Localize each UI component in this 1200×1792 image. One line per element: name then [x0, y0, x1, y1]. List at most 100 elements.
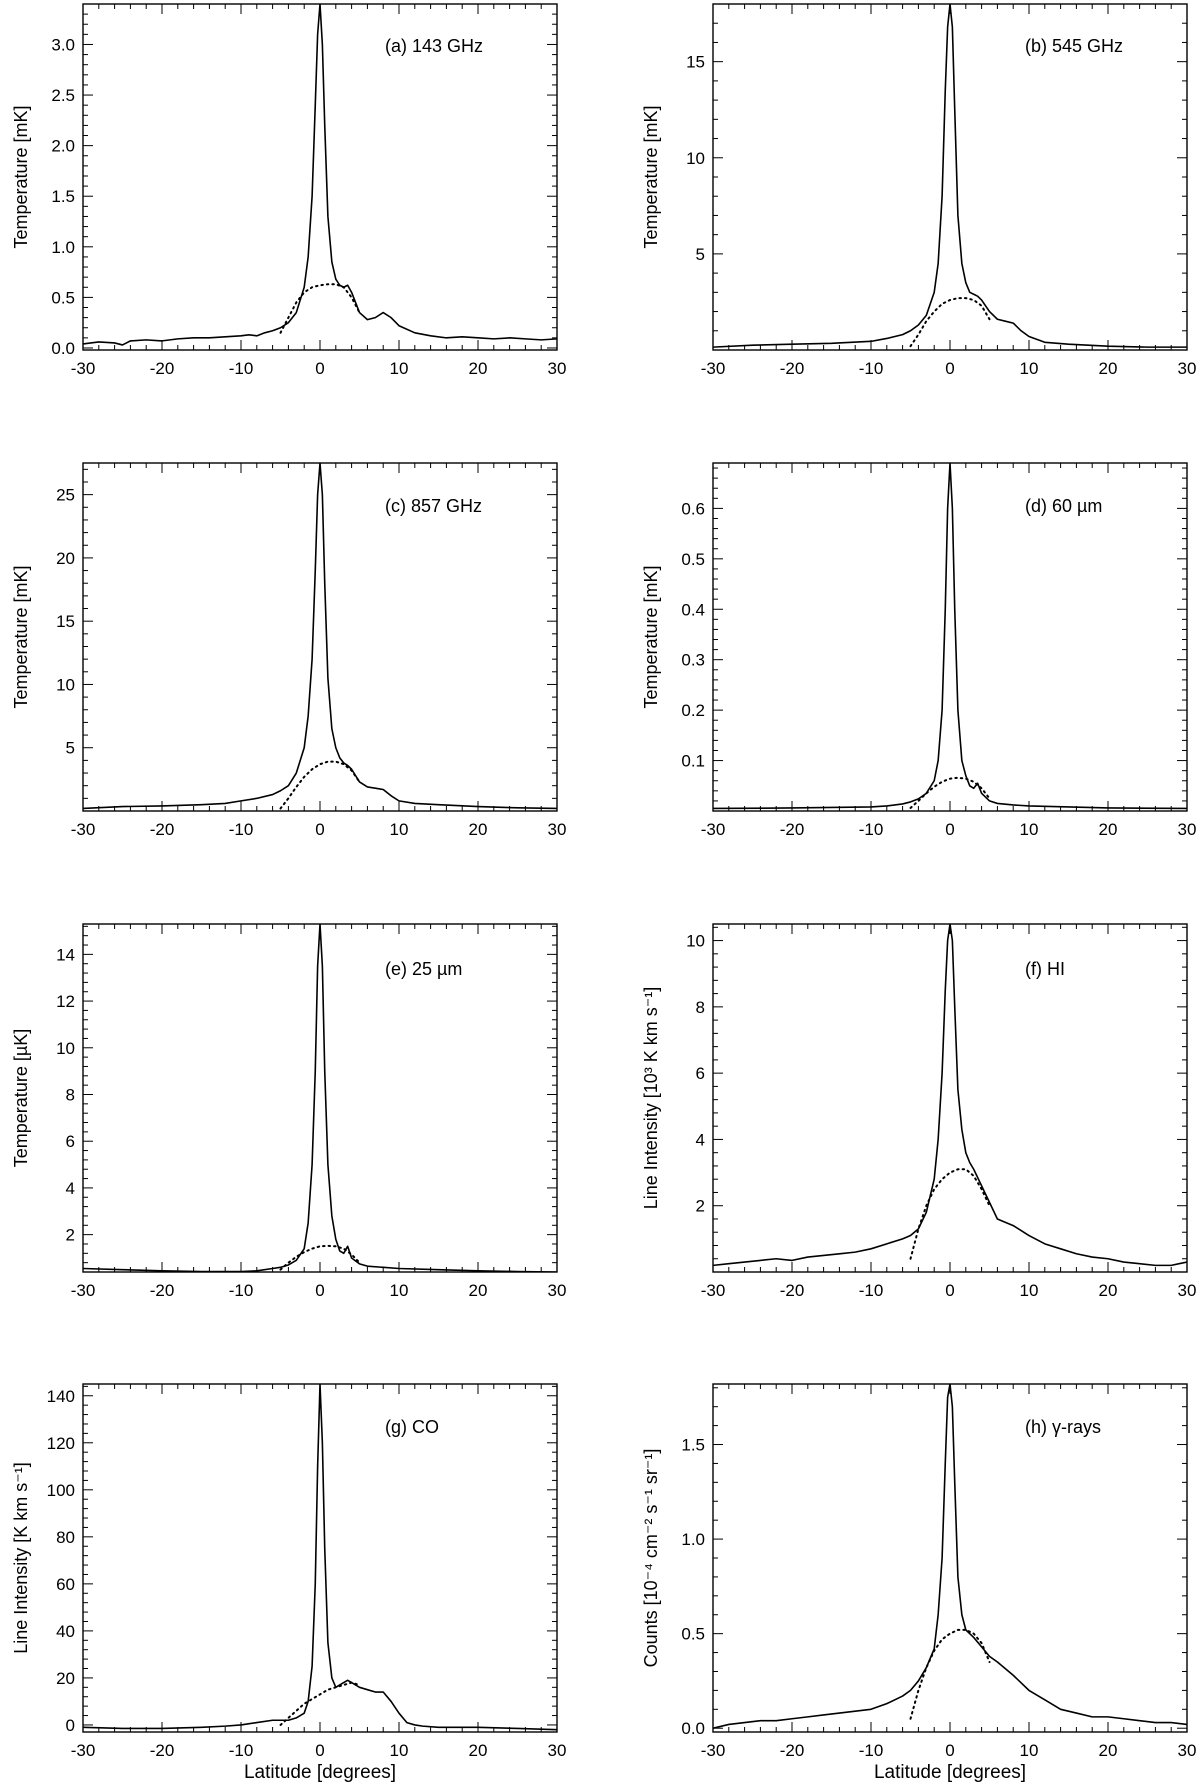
dotted-model-line	[279, 283, 361, 334]
plot-frame	[712, 462, 1188, 812]
y-tick-label: 0.0	[51, 339, 75, 358]
y-tick-label: 120	[47, 1434, 75, 1453]
y-tick-label: 0.3	[681, 651, 705, 670]
panel-annotation: (e) 25 µm	[385, 959, 462, 979]
x-tick-label: -20	[150, 1281, 175, 1300]
panel-a: -30 -20 -10 0 10 20 30 0.0 0.5 1.0 1.5 2.0 2.5 3.0 Tem…	[11, 3, 567, 378]
x-tick-label: -20	[780, 359, 805, 378]
x-tick-label: -30	[71, 359, 96, 378]
x-tick-label: 10	[1020, 820, 1039, 839]
y-tick-label: 3.0	[51, 35, 75, 54]
x-tick-label: -30	[701, 1281, 726, 1300]
x-tick-label: 0	[315, 1281, 324, 1300]
y-axis-label: Temperature [mK]	[641, 565, 661, 708]
profile-line	[83, 1384, 557, 1731]
dotted-model-line	[279, 1681, 361, 1726]
y-tick-label: 1.5	[681, 1436, 705, 1455]
panel-c: -30 -20 -10 0 10 20 30 5 10 15 20 25 Temperature [mK…	[11, 462, 566, 839]
series-group	[83, 463, 557, 810]
profile-line	[713, 1384, 1187, 1729]
x-tick-label: 0	[945, 820, 954, 839]
y-axis-label: Temperature [mK]	[641, 105, 661, 248]
x-tick-label: -30	[701, 1741, 726, 1760]
x-tick-label: -30	[701, 820, 726, 839]
x-tick-label: 10	[390, 1281, 409, 1300]
profile-line	[713, 924, 1187, 1267]
x-tick-label: -20	[780, 820, 805, 839]
x-tick-label: 30	[548, 1741, 567, 1760]
x-tick-label: -10	[859, 1281, 884, 1300]
y-axis-label: Line Intensity [10³ K km s⁻¹]	[641, 987, 661, 1210]
plot-frame	[82, 923, 558, 1273]
y-tick-label: 0	[66, 1716, 75, 1735]
x-tick-label: -20	[150, 1741, 175, 1760]
panel-annotation: (f) HI	[1025, 959, 1065, 979]
dotted-model-line	[909, 1168, 991, 1260]
x-tick-label: 10	[1020, 1281, 1039, 1300]
x-tick-label: 20	[1099, 359, 1118, 378]
y-tick-label: 0.5	[681, 550, 705, 569]
series-group	[713, 4, 1187, 348]
panel-annotation: (g) CO	[385, 1417, 439, 1437]
y-tick-label: 1.5	[51, 187, 75, 206]
x-tick-label: -10	[229, 1281, 254, 1300]
x-tick-label: 0	[315, 820, 324, 839]
x-tick-label: -20	[780, 1741, 805, 1760]
y-tick-label: 4	[696, 1130, 705, 1149]
series-group	[713, 463, 1187, 810]
x-tick-label: 10	[1020, 1741, 1039, 1760]
dotted-model-line	[909, 1628, 991, 1720]
y-axis-label: Counts [10⁻⁴ cm⁻² s⁻¹ sr⁻¹]	[641, 1449, 661, 1668]
panel-h: -30 -20 -10 0 10 20 30 0.0 0.5 1.0 1.5 Counts [10⁻⁴…	[641, 1383, 1196, 1783]
y-tick-label: 10	[56, 675, 75, 694]
y-tick-label: 25	[56, 486, 75, 505]
series-group	[83, 924, 557, 1272]
y-tick-label: 100	[47, 1481, 75, 1500]
dotted-model-line	[909, 297, 991, 348]
x-tick-label: 0	[945, 1281, 954, 1300]
y-tick-label: 15	[56, 612, 75, 631]
x-tick-label: -10	[859, 820, 884, 839]
x-tick-label: 0	[945, 1741, 954, 1760]
x-tick-label: -30	[71, 820, 96, 839]
x-tick-label: -20	[780, 1281, 805, 1300]
x-tick-label: -30	[71, 1281, 96, 1300]
y-tick-label: 15	[686, 53, 705, 72]
x-tick-label: 20	[469, 1741, 488, 1760]
x-tick-label: 20	[1099, 820, 1118, 839]
x-tick-label: 30	[548, 359, 567, 378]
series-group	[83, 4, 557, 346]
x-tick-label: 10	[390, 820, 409, 839]
x-tick-label: 10	[1020, 359, 1039, 378]
plot-frame	[82, 462, 558, 812]
y-tick-label: 2	[66, 1226, 75, 1245]
y-tick-label: 12	[56, 992, 75, 1011]
y-tick-label: 0.1	[681, 752, 705, 771]
x-axis-label: Latitude [degrees]	[874, 1762, 1026, 1783]
x-tick-label: 0	[315, 1741, 324, 1760]
y-tick-label: 8	[696, 998, 705, 1017]
y-tick-label: 2	[696, 1197, 705, 1216]
y-tick-label: 0.6	[681, 499, 705, 518]
panel-annotation: (d) 60 µm	[1025, 496, 1102, 516]
y-tick-label: 2.0	[51, 137, 75, 156]
profile-line	[713, 463, 1187, 810]
x-tick-label: 0	[945, 359, 954, 378]
y-tick-label: 8	[66, 1085, 75, 1104]
y-tick-label: 5	[696, 245, 705, 264]
plot-frame	[712, 1383, 1188, 1733]
y-tick-label: 14	[56, 945, 75, 964]
dotted-model-line	[909, 776, 991, 809]
x-tick-label: -20	[150, 820, 175, 839]
x-tick-label: 0	[315, 359, 324, 378]
y-tick-label: 20	[56, 549, 75, 568]
y-tick-label: 0.5	[681, 1625, 705, 1644]
dotted-model-line	[279, 760, 361, 810]
x-tick-label: 30	[1178, 820, 1197, 839]
x-tick-label: -10	[859, 1741, 884, 1760]
y-tick-label: 0.0	[681, 1719, 705, 1738]
x-tick-label: -30	[71, 1741, 96, 1760]
x-tick-label: 20	[1099, 1281, 1118, 1300]
x-tick-label: -20	[150, 359, 175, 378]
